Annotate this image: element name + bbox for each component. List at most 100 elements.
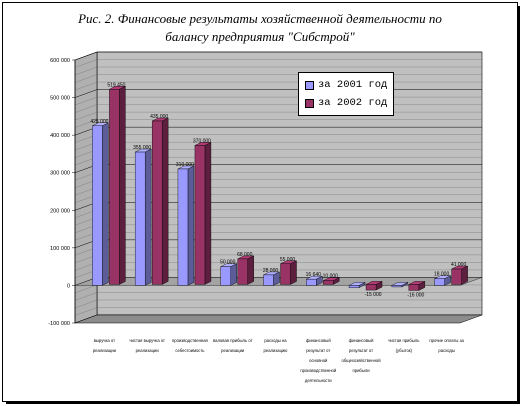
x-tick-label-line: общехозяйственной	[342, 358, 382, 363]
x-tick-label: выручка от реализации	[93, 338, 117, 353]
x-tick-label-line: реализации	[221, 348, 245, 353]
x-tick-label-line: валовая прибыль от	[213, 338, 253, 343]
data-label: 16 640	[306, 272, 322, 278]
bar	[263, 274, 274, 286]
bar-side	[204, 142, 212, 285]
data-label: 519 450	[107, 82, 125, 88]
bar	[220, 266, 231, 286]
gridline-side	[74, 307, 98, 316]
bar	[408, 284, 420, 291]
bar-side	[161, 117, 169, 285]
bar	[151, 120, 163, 285]
x-tick-label-line: результат от	[306, 348, 330, 353]
legend-label-2002: за 2002 год	[318, 97, 388, 109]
bar	[348, 285, 360, 288]
chart-title-line-1: Рис. 2. Финансовые результаты хозяйствен…	[78, 11, 442, 26]
x-tick-label: финансовый результат от общехозяйственной п…	[342, 338, 382, 373]
legend: за 2001 год за 2002 год	[298, 72, 394, 116]
bar-side	[102, 122, 109, 286]
x-tick-label-line: основной	[309, 358, 328, 363]
legend-swatch-2002	[305, 98, 314, 108]
chart-title: Рис. 2. Финансовые результаты хозяйствен…	[40, 10, 480, 46]
data-label: 370 000	[193, 138, 211, 144]
floor	[74, 314, 483, 324]
data-label: 55 000	[280, 257, 296, 263]
y-tick-label: 0	[67, 283, 70, 289]
legend-item-2002: за 2002 год	[305, 97, 387, 109]
gridline-side	[74, 59, 98, 68]
x-tick-label-line: (убыток)	[396, 348, 413, 353]
x-tick-label-line: чистая прибыль	[388, 338, 420, 343]
data-label: 41 000	[451, 262, 467, 268]
y-tick-label: 100 000	[50, 246, 70, 252]
gridline-side	[74, 299, 98, 309]
x-tick-label: расходы на реализацию	[264, 338, 288, 353]
bar	[177, 168, 189, 286]
y-tick-label: 600 000	[50, 58, 70, 64]
gridline-side	[74, 51, 98, 61]
bar-side	[187, 165, 195, 286]
data-label: 68 000	[237, 252, 253, 258]
legend-swatch-2001	[305, 80, 314, 90]
gridline-side	[74, 119, 98, 128]
x-tick-label-line: результат от	[349, 348, 373, 353]
x-tick-label: прочие оплаты за расходы	[429, 338, 464, 353]
bar	[391, 285, 403, 288]
x-tick-label-line: расходы	[438, 348, 455, 353]
y-tick-label: 500 000	[50, 96, 70, 102]
y-tick-label: 200 000	[50, 208, 70, 214]
data-label: 10 000	[323, 274, 339, 280]
bar	[323, 280, 334, 285]
y-tick-label: 400 000	[50, 133, 70, 139]
bar	[237, 258, 248, 285]
x-tick-label-line: деятельности	[305, 378, 332, 383]
y-tick-label: 300 000	[50, 171, 70, 177]
legend-item-2001: за 2001 год	[305, 79, 387, 91]
x-tick-label-line: чистая выручка от	[129, 338, 165, 343]
bar	[306, 278, 317, 286]
data-label: 355 000	[133, 145, 151, 151]
data-label: 28 000	[263, 268, 279, 274]
y-tick-label: -100 000	[48, 321, 70, 327]
x-tick-label-line: производственной	[300, 368, 337, 373]
gridline-side	[74, 89, 98, 98]
bar	[365, 284, 377, 291]
legend-label-2001: за 2001 год	[318, 79, 388, 91]
x-tick-label-line: прочие оплаты за	[429, 338, 464, 343]
x-tick-label-line: прибыли	[352, 368, 370, 373]
x-tick-label-line: реализацию	[264, 348, 288, 353]
bar	[280, 263, 291, 285]
gridline-side	[74, 96, 98, 106]
x-tick-label-line: финансовый	[306, 338, 331, 343]
bar-side	[144, 148, 152, 286]
bar-side	[230, 263, 237, 286]
bar	[194, 145, 206, 285]
x-tick-label-line: финансовый	[349, 338, 374, 343]
x-tick-label: валовая прибыль от реализации	[213, 338, 253, 353]
bar	[109, 89, 120, 285]
data-label: 425 000	[90, 119, 108, 125]
data-label: 50 000	[220, 260, 236, 266]
gridline-side	[74, 284, 98, 294]
x-tick-label: чистая выручка от реализации	[129, 338, 165, 353]
data-label: 310 000	[176, 162, 194, 168]
chart-title-line-2: балансу предприятия "Сибстрой"	[165, 29, 355, 44]
bar-side	[247, 255, 254, 285]
bar-side	[290, 260, 297, 285]
gridline-side	[74, 74, 98, 83]
gridline-side	[74, 66, 98, 76]
bar	[451, 268, 462, 285]
gridline-side	[74, 292, 98, 301]
x-tick-label-line: производственная	[172, 338, 208, 343]
data-label: -15 000	[365, 292, 382, 298]
data-label: 18 000	[434, 272, 450, 278]
x-tick-label-line: расходы на	[264, 338, 287, 343]
bar	[92, 125, 103, 286]
x-tick-label: производственная себестоимость	[172, 338, 208, 353]
x-tick-label: чистая прибыль (убыток)	[388, 338, 420, 353]
bar	[434, 278, 445, 286]
x-tick-label: финансовый результат от основной производст…	[300, 338, 337, 383]
gridline-side	[74, 81, 98, 91]
bar-side	[119, 85, 126, 285]
